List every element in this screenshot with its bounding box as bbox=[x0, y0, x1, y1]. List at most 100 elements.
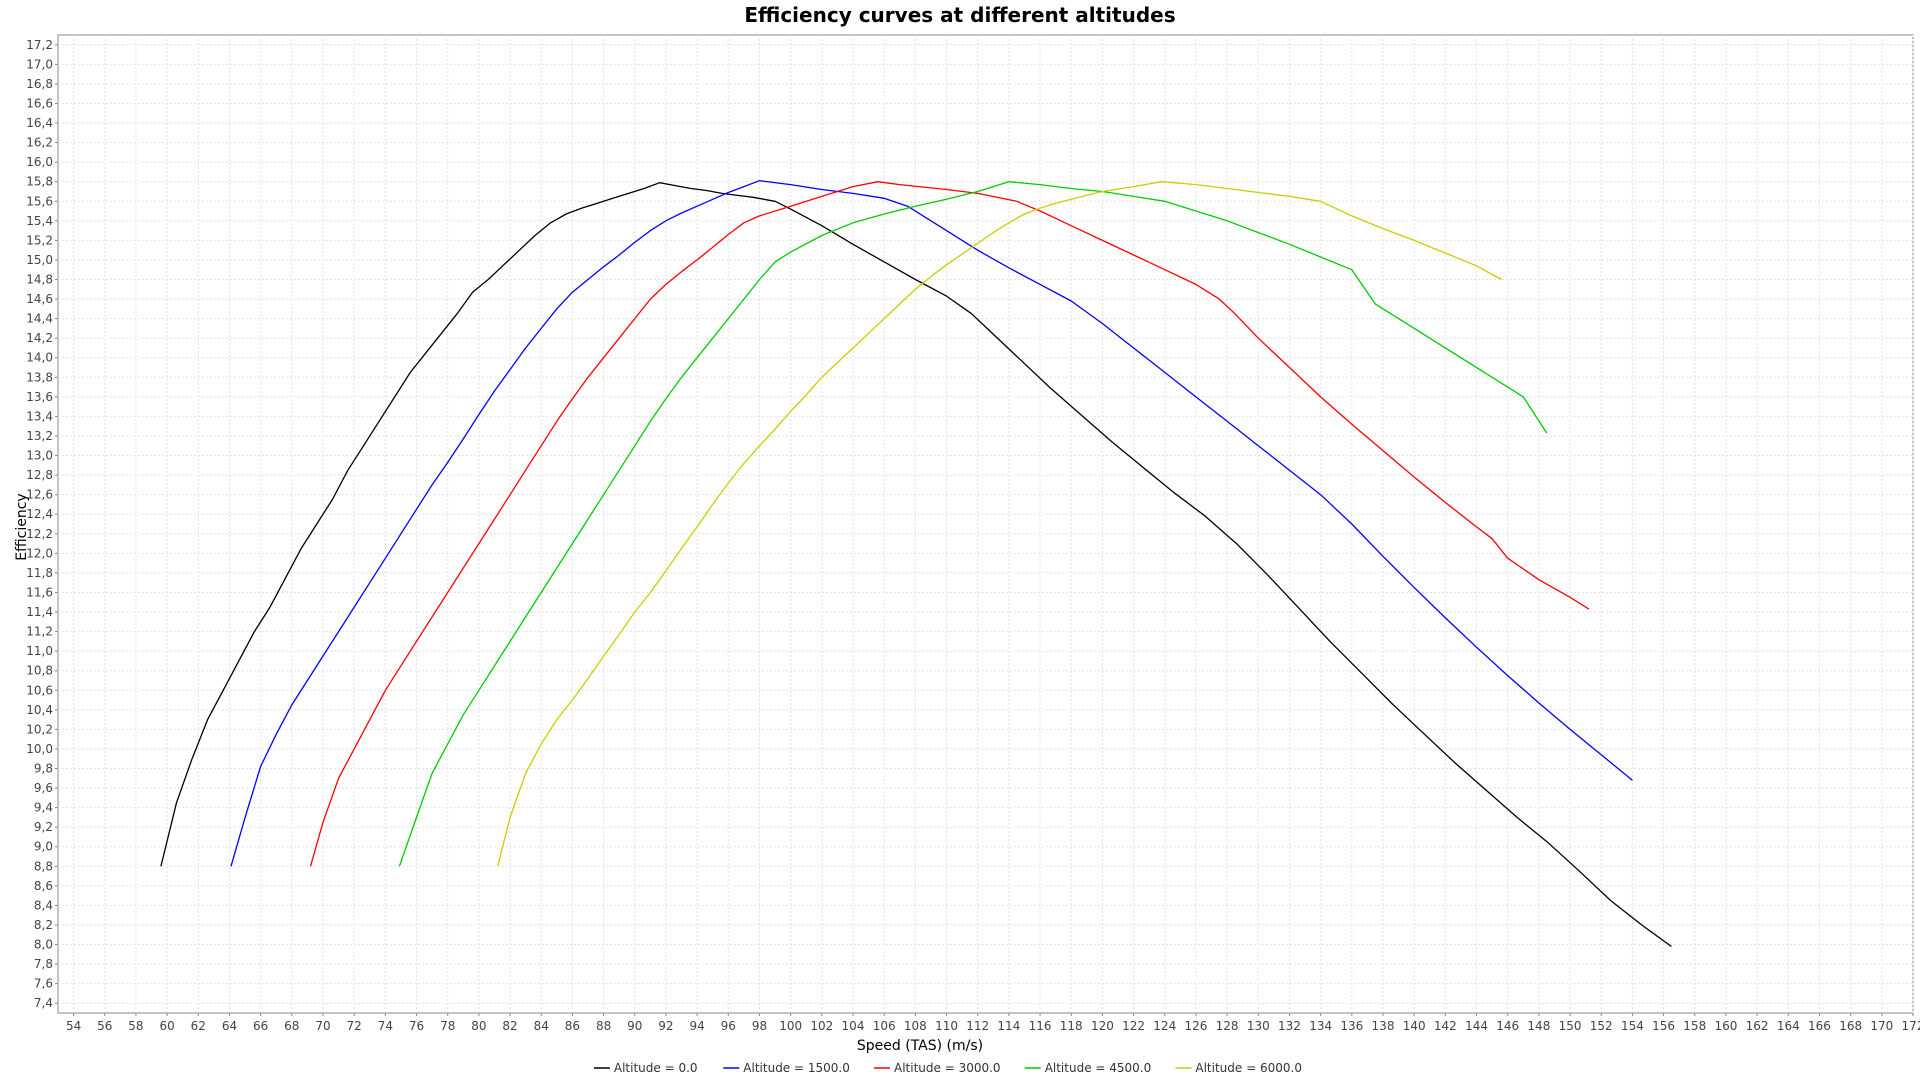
x-tick-label: 106 bbox=[873, 1019, 896, 1033]
series-line-2 bbox=[309, 181, 1590, 867]
legend-label-3: Altitude = 4500.0 bbox=[1045, 1061, 1152, 1075]
x-tick-label: 54 bbox=[66, 1019, 81, 1033]
series-line-3 bbox=[398, 181, 1548, 867]
y-tick-label: 7,8 bbox=[34, 957, 53, 971]
y-tick-label: 10,2 bbox=[26, 722, 53, 736]
series-line-4 bbox=[496, 181, 1502, 867]
y-tick-label: 17,2 bbox=[26, 38, 53, 52]
x-tick-label: 104 bbox=[842, 1019, 865, 1033]
y-tick-label: 16,8 bbox=[26, 77, 53, 91]
y-tick-label: 12,0 bbox=[26, 546, 53, 560]
x-tick-label: 120 bbox=[1091, 1019, 1114, 1033]
x-tick-label: 84 bbox=[534, 1019, 549, 1033]
x-tick-label: 110 bbox=[935, 1019, 958, 1033]
y-tick-label: 15,4 bbox=[26, 214, 53, 228]
y-tick-label: 16,2 bbox=[26, 136, 53, 150]
x-tick-label: 102 bbox=[810, 1019, 833, 1033]
x-tick-label: 124 bbox=[1153, 1019, 1176, 1033]
y-tick-label: 12,8 bbox=[26, 468, 53, 482]
x-tick-label: 76 bbox=[409, 1019, 424, 1033]
x-tick-label: 162 bbox=[1746, 1019, 1769, 1033]
legend-label-0: Altitude = 0.0 bbox=[614, 1061, 698, 1075]
y-tick-label: 9,6 bbox=[34, 781, 53, 795]
y-tick-label: 15,6 bbox=[26, 194, 53, 208]
plot-area bbox=[57, 34, 1914, 1014]
x-tick-label: 126 bbox=[1184, 1019, 1207, 1033]
x-tick-label: 118 bbox=[1060, 1019, 1083, 1033]
x-tick-label: 142 bbox=[1434, 1019, 1457, 1033]
y-tick-label: 7,6 bbox=[34, 977, 53, 991]
y-tick-label: 9,2 bbox=[34, 820, 53, 834]
x-tick-label: 72 bbox=[347, 1019, 362, 1033]
x-tick-label: 146 bbox=[1496, 1019, 1519, 1033]
x-tick-label: 56 bbox=[97, 1019, 112, 1033]
y-tick-label: 15,2 bbox=[26, 233, 53, 247]
x-tick-label: 172 bbox=[1902, 1019, 1920, 1033]
x-tick-label: 168 bbox=[1839, 1019, 1862, 1033]
y-tick-label: 9,4 bbox=[34, 801, 53, 815]
x-tick-label: 150 bbox=[1559, 1019, 1582, 1033]
y-tick-label: 8,0 bbox=[34, 938, 53, 952]
x-tick-label: 66 bbox=[253, 1019, 268, 1033]
x-tick-label: 100 bbox=[779, 1019, 802, 1033]
y-tick-label: 14,6 bbox=[26, 292, 53, 306]
x-tick-label: 60 bbox=[159, 1019, 174, 1033]
series-line-0 bbox=[160, 182, 1672, 948]
x-tick-label: 156 bbox=[1652, 1019, 1675, 1033]
x-tick-label: 136 bbox=[1340, 1019, 1363, 1033]
y-tick-label: 12,2 bbox=[26, 527, 53, 541]
y-tick-label: 16,0 bbox=[26, 155, 53, 169]
x-tick-label: 132 bbox=[1278, 1019, 1301, 1033]
y-tick-label: 9,8 bbox=[34, 762, 53, 776]
y-tick-label: 8,8 bbox=[34, 859, 53, 873]
x-tick-label: 58 bbox=[128, 1019, 143, 1033]
series-lines bbox=[160, 180, 1672, 948]
x-axis-label: Speed (TAS) (m/s) bbox=[857, 1038, 983, 1054]
y-tick-label: 11,2 bbox=[26, 625, 53, 639]
legend-label-1: Altitude = 1500.0 bbox=[743, 1061, 850, 1075]
y-tick-label: 14,0 bbox=[26, 351, 53, 365]
y-tick-label: 10,6 bbox=[26, 683, 53, 697]
x-tick-label: 122 bbox=[1122, 1019, 1145, 1033]
y-tick-label: 11,0 bbox=[26, 644, 53, 658]
x-tick-label: 154 bbox=[1621, 1019, 1644, 1033]
x-tick-label: 62 bbox=[191, 1019, 206, 1033]
y-tick-label: 11,6 bbox=[26, 585, 53, 599]
y-tick-label: 8,6 bbox=[34, 879, 53, 893]
y-tick-label: 8,4 bbox=[34, 898, 53, 912]
y-tick-label: 13,2 bbox=[26, 429, 53, 443]
x-tick-label: 98 bbox=[752, 1019, 767, 1033]
y-axis-label: Efficiency bbox=[14, 493, 30, 560]
y-tick-label: 16,6 bbox=[26, 96, 53, 110]
x-tick-label: 160 bbox=[1714, 1019, 1737, 1033]
x-tick-label: 148 bbox=[1527, 1019, 1550, 1033]
y-tick-label: 8,2 bbox=[34, 918, 53, 932]
x-tick-label: 166 bbox=[1808, 1019, 1831, 1033]
y-tick-label: 16,4 bbox=[26, 116, 53, 130]
x-tick-label: 152 bbox=[1590, 1019, 1613, 1033]
x-tick-label: 86 bbox=[565, 1019, 580, 1033]
x-tick-label: 138 bbox=[1372, 1019, 1395, 1033]
x-tick-label: 144 bbox=[1465, 1019, 1488, 1033]
y-tick-label: 11,8 bbox=[26, 566, 53, 580]
y-tick-label: 12,6 bbox=[26, 488, 53, 502]
x-tick-label: 88 bbox=[596, 1019, 611, 1033]
x-tick-label: 130 bbox=[1247, 1019, 1270, 1033]
x-axis-ticks: 54 56 58 60 62 64 66 68 70 72 74 76 78 80 82 84 86 88 90 92… bbox=[66, 1013, 1920, 1033]
y-tick-label: 11,4 bbox=[26, 605, 53, 619]
x-tick-label: 114 bbox=[997, 1019, 1020, 1033]
x-tick-label: 92 bbox=[658, 1019, 673, 1033]
y-tick-label: 14,4 bbox=[26, 312, 53, 326]
y-tick-label: 13,8 bbox=[26, 370, 53, 384]
y-tick-label: 7,4 bbox=[34, 996, 53, 1010]
x-tick-label: 170 bbox=[1870, 1019, 1893, 1033]
x-tick-label: 70 bbox=[315, 1019, 330, 1033]
y-tick-label: 15,0 bbox=[26, 253, 53, 267]
x-tick-label: 94 bbox=[689, 1019, 704, 1033]
y-tick-label: 13,0 bbox=[26, 449, 53, 463]
y-tick-label: 9,0 bbox=[34, 840, 53, 854]
chart-title: Efficiency curves at different altitudes bbox=[744, 3, 1175, 27]
legend: Altitude = 0.0 Altitude = 1500.0 Altitude … bbox=[593, 1061, 1302, 1075]
y-tick-label: 15,8 bbox=[26, 175, 53, 189]
y-axis-ticks: 7,4 7,6 7,8 8,0 8,2 8,4 8,6 8,8 9,0 9,2 9,4 9,6 9,8 1… bbox=[26, 38, 58, 1010]
